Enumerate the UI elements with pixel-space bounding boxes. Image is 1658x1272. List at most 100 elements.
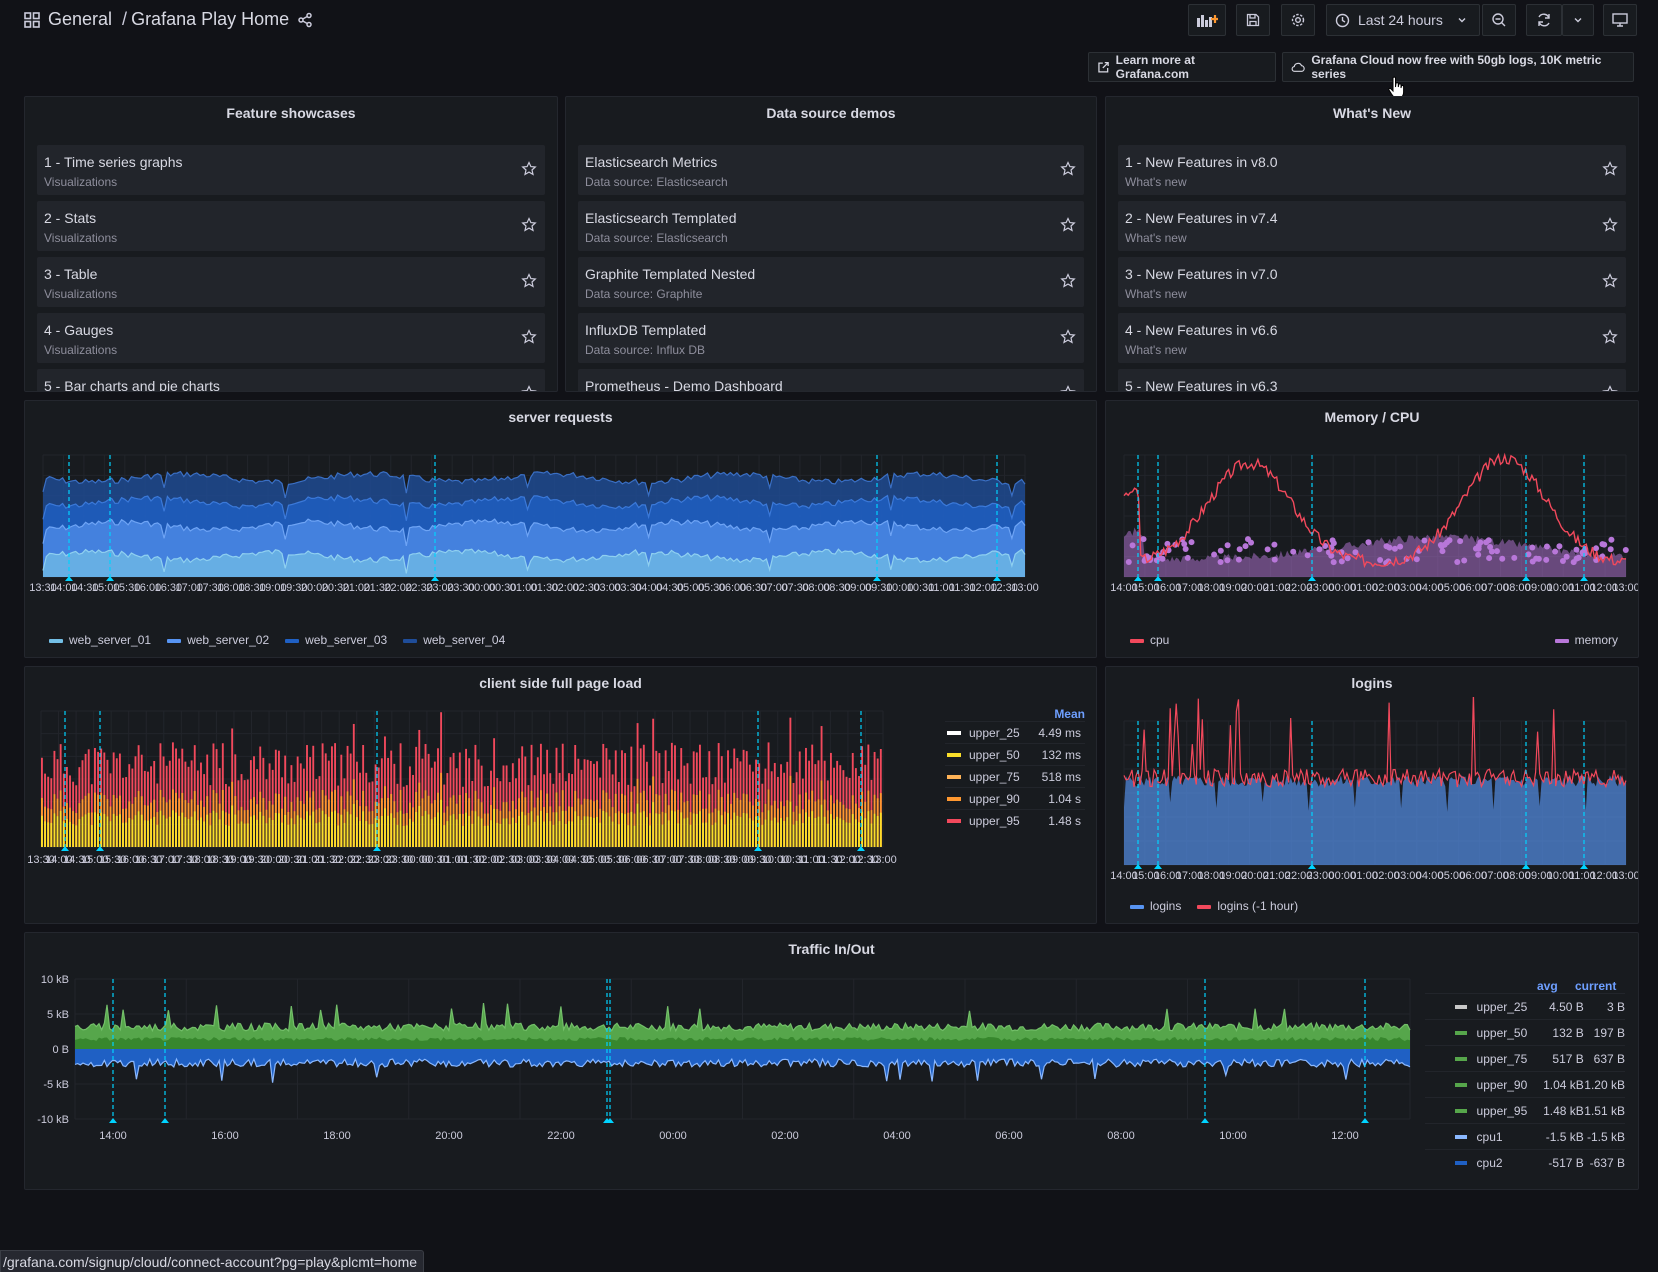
- x-tick-label: 16:00: [117, 854, 145, 866]
- star-icon[interactable]: [1602, 385, 1618, 392]
- dashboard-list-item[interactable]: 1 - Time series graphs Visualizations: [37, 145, 545, 195]
- upper-75-bar: [324, 814, 327, 847]
- legend-row[interactable]: upper_75 517 B 637 B: [1425, 1045, 1625, 1071]
- legend-item[interactable]: web_server_02: [167, 633, 269, 647]
- legend-row[interactable]: upper_95 1.48 kB 1.51 kB: [1425, 1097, 1625, 1123]
- star-icon[interactable]: [1060, 329, 1076, 345]
- star-icon[interactable]: [521, 273, 537, 289]
- legend-item[interactable]: logins (-1 hour): [1197, 899, 1298, 913]
- zoom-out-button[interactable]: [1482, 4, 1516, 36]
- legend-avg: 517 B: [1552, 1051, 1584, 1066]
- memory-point: [1153, 557, 1160, 564]
- star-icon[interactable]: [1060, 161, 1076, 177]
- legend-item[interactable]: web_server_04: [403, 633, 505, 647]
- star-icon[interactable]: [1060, 273, 1076, 289]
- upper-75-bar: [845, 822, 848, 847]
- dashboard-list-item[interactable]: Graphite Templated Nested Data source: Gr…: [578, 257, 1084, 307]
- share-icon[interactable]: [297, 12, 313, 28]
- logins-chart[interactable]: 14:0015:0016:0017:0018:0019:0020:0021:00…: [1106, 697, 1639, 917]
- memory-point: [1488, 548, 1495, 555]
- current-header[interactable]: current: [1575, 979, 1617, 993]
- upper-75-bar: [97, 813, 100, 847]
- dashboard-list-item[interactable]: 4 - New Features in v6.6 What's new: [1118, 313, 1626, 363]
- x-tick-label: 12:30: [851, 854, 879, 866]
- dashboard-list-item[interactable]: Elasticsearch Templated Data source: Elas…: [578, 201, 1084, 251]
- legend-row[interactable]: cpu2 -517 B -637 B: [1425, 1149, 1625, 1175]
- upper-75-bar: [798, 813, 801, 847]
- dashboard-list-item[interactable]: 2 - New Features in v7.4 What's new: [1118, 201, 1626, 251]
- dashboard-list-item[interactable]: 1 - New Features in v8.0 What's new: [1118, 145, 1626, 195]
- refresh-button[interactable]: [1526, 4, 1562, 36]
- legend-row[interactable]: upper_90 1.04 kB 1.20 kB: [1425, 1071, 1625, 1097]
- upper-75-bar: [337, 825, 340, 847]
- legend-row[interactable]: upper_50 132 B 197 B: [1425, 1019, 1625, 1045]
- x-tick-label: 06:00: [618, 854, 646, 866]
- star-icon[interactable]: [1060, 217, 1076, 233]
- page-load-chart[interactable]: 13:3014:0014:3015:0015:3016:0016:3017:00…: [25, 697, 945, 924]
- star-icon[interactable]: [1602, 161, 1618, 177]
- legend-row[interactable]: upper_25 4.50 B 3 B: [1425, 993, 1625, 1019]
- tv-mode-button[interactable]: [1603, 4, 1637, 36]
- legend-row[interactable]: upper_90 1.04 s: [945, 787, 1085, 809]
- star-icon[interactable]: [521, 385, 537, 392]
- legend-row[interactable]: upper_75 518 ms: [945, 765, 1085, 787]
- dashboard-list-item[interactable]: 4 - Gauges Visualizations: [37, 313, 545, 363]
- x-tick-label: 07:30: [672, 854, 700, 866]
- star-icon[interactable]: [1602, 329, 1618, 345]
- x-tick-label: 04:00: [635, 582, 663, 594]
- dashboard-list-item[interactable]: 2 - Stats Visualizations: [37, 201, 545, 251]
- dashboard-list-item[interactable]: 5 - Bar charts and pie chartsVisualizati…: [37, 369, 545, 392]
- add-panel-button[interactable]: [1188, 4, 1226, 36]
- legend-item-memory[interactable]: memory: [1554, 633, 1618, 647]
- legend-row[interactable]: upper_50 132 ms: [945, 743, 1085, 765]
- dashboard-settings-button[interactable]: [1281, 4, 1315, 36]
- dashboard-list-item[interactable]: 3 - Table Visualizations: [37, 257, 545, 307]
- upper-75-bar: [795, 820, 798, 847]
- upper-75-bar: [352, 803, 355, 847]
- x-tick-label: 00:30: [421, 854, 449, 866]
- star-icon[interactable]: [521, 161, 537, 177]
- status-bar-url: /grafana.com/signup/cloud/connect-accoun…: [0, 1250, 425, 1272]
- x-tick-label: 18:30: [206, 854, 234, 866]
- memory-point: [1493, 548, 1500, 555]
- dashboard-list-item[interactable]: 3 - New Features in v7.0 What's new: [1118, 257, 1626, 307]
- dashboard-item-title: 1 - Time series graphs: [44, 154, 183, 170]
- dashboard-list-item[interactable]: 5 - New Features in v6.3What's new: [1118, 369, 1626, 392]
- upper-75-bar: [705, 822, 708, 847]
- dashboard-list-item[interactable]: InfluxDB Templated Data source: Influx DB: [578, 313, 1084, 363]
- legend-item[interactable]: logins: [1130, 899, 1181, 913]
- dashboard-title[interactable]: Grafana Play Home: [131, 9, 290, 29]
- time-range-picker[interactable]: Last 24 hours: [1326, 4, 1480, 36]
- dashboard-list-item[interactable]: Prometheus - Demo DashboardData source: …: [578, 369, 1084, 392]
- learn-more-link[interactable]: Learn more at Grafana.com: [1088, 52, 1276, 82]
- legend-item-cpu[interactable]: cpu: [1130, 633, 1169, 647]
- legend-item[interactable]: web_server_01: [49, 633, 151, 647]
- legend-row[interactable]: cpu1 -1.5 kB -1.5 kB: [1425, 1123, 1625, 1149]
- traffic-chart[interactable]: 10 kB 5 kB 0 B -5 kB -10 kB 14:00 16:00 18:00 20…: [25, 963, 1425, 1190]
- apps-icon[interactable]: [24, 11, 40, 28]
- legend-item[interactable]: web_server_03: [285, 633, 387, 647]
- legend-row[interactable]: upper_95 1.48 s: [945, 809, 1085, 831]
- upper-75-bar: [564, 823, 567, 847]
- star-icon[interactable]: [1602, 273, 1618, 289]
- star-icon[interactable]: [1602, 217, 1618, 233]
- mean-header[interactable]: Mean: [1054, 707, 1085, 721]
- server-requests-chart[interactable]: 13:3014:0014:3015:0015:3016:0016:3017:00…: [25, 431, 1097, 651]
- star-icon[interactable]: [521, 217, 537, 233]
- clock-icon: [1335, 13, 1350, 27]
- legend-mean: 1.04 s: [1048, 791, 1081, 806]
- grafana-cloud-link[interactable]: Grafana Cloud now free with 50gb logs, 1…: [1282, 52, 1634, 82]
- save-dashboard-button[interactable]: [1236, 4, 1270, 36]
- legend-row[interactable]: upper_25 4.49 ms: [945, 721, 1085, 743]
- avg-header[interactable]: avg: [1537, 979, 1558, 993]
- refresh-interval-dropdown[interactable]: [1562, 4, 1594, 36]
- star-icon[interactable]: [1060, 385, 1076, 392]
- upper-75-bar: [745, 813, 748, 847]
- x-tick-label: 23:30: [386, 854, 414, 866]
- breadcrumb-home[interactable]: General: [48, 9, 113, 29]
- memory-cpu-chart[interactable]: 14:0015:0016:0017:0018:0019:0020:0021:00…: [1106, 431, 1639, 651]
- star-icon[interactable]: [521, 329, 537, 345]
- dashboard-list-item[interactable]: Elasticsearch Metrics Data source: Elasti…: [578, 145, 1084, 195]
- upper-75-bar: [667, 820, 670, 847]
- legend-swatch: [1455, 1030, 1467, 1035]
